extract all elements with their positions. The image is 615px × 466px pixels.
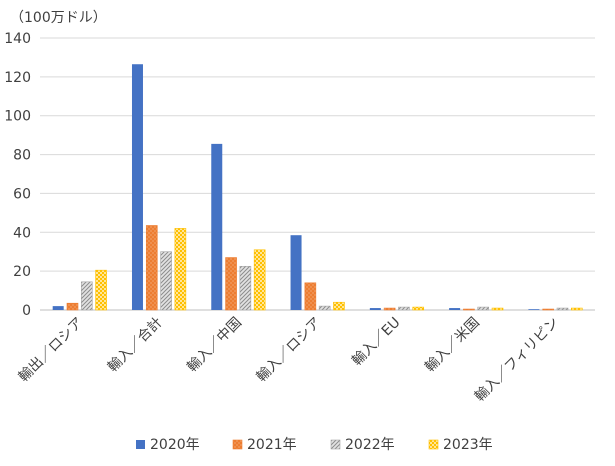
y-tick-label: 40 (13, 225, 31, 241)
bar (477, 306, 490, 311)
bar (491, 307, 504, 311)
x-tick-label: 輸入／ロシア (254, 315, 325, 386)
y-tick-label: 60 (13, 186, 31, 202)
bar (333, 301, 345, 311)
legend-swatch (136, 440, 145, 449)
y-axis: 0 20 40 60 80 100 120 140 (4, 31, 31, 319)
bar (253, 249, 266, 311)
bars (52, 64, 583, 311)
bar (52, 306, 64, 310)
bar (571, 307, 583, 311)
bar (318, 305, 331, 311)
x-tick-label: 輸入／中国 (184, 315, 245, 376)
bar (463, 308, 475, 311)
legend-label: 2022年 (345, 437, 395, 453)
gridlines (40, 37, 595, 311)
bar (304, 282, 317, 311)
bar (398, 306, 410, 311)
bar (290, 235, 302, 310)
bar (145, 225, 158, 311)
bar (383, 307, 396, 311)
y-tick-label: 20 (13, 264, 31, 280)
bar (556, 307, 569, 311)
bar (542, 308, 555, 311)
x-tick-label: 輸入／米国 (422, 315, 483, 376)
y-tick-label: 0 (22, 303, 31, 319)
bar (211, 143, 223, 310)
y-tick-label: 120 (4, 70, 31, 86)
bar (369, 308, 381, 310)
y-tick-label: 140 (4, 31, 31, 47)
bar (174, 228, 187, 311)
x-tick-label: 輸出／ロシア (16, 315, 87, 386)
bar (66, 302, 79, 311)
legend-label: 2020年 (150, 437, 200, 453)
x-tick-label: 輸入／フィリピン (472, 315, 562, 405)
legend-swatch (232, 439, 243, 450)
legend-swatch (330, 439, 341, 450)
y-tick-label: 80 (13, 148, 31, 164)
y-tick-label: 100 (4, 109, 31, 125)
legend-label: 2023年 (443, 437, 493, 453)
bar (95, 269, 107, 311)
bar (225, 257, 237, 311)
bar (160, 251, 172, 311)
bar (239, 265, 252, 311)
unit-label: （100万ドル） (10, 10, 107, 26)
bar (412, 306, 425, 311)
legend: 2020年 2021年 2022年 2023年 (136, 437, 493, 453)
legend-swatch (428, 439, 439, 450)
x-tick-label: 輸入／EU (349, 315, 404, 370)
bar (131, 64, 143, 310)
bar (449, 308, 461, 310)
bar (80, 281, 93, 311)
x-tick-label: 輸入／合計 (105, 315, 166, 376)
legend-label: 2021年 (247, 437, 297, 453)
bar (528, 309, 540, 310)
